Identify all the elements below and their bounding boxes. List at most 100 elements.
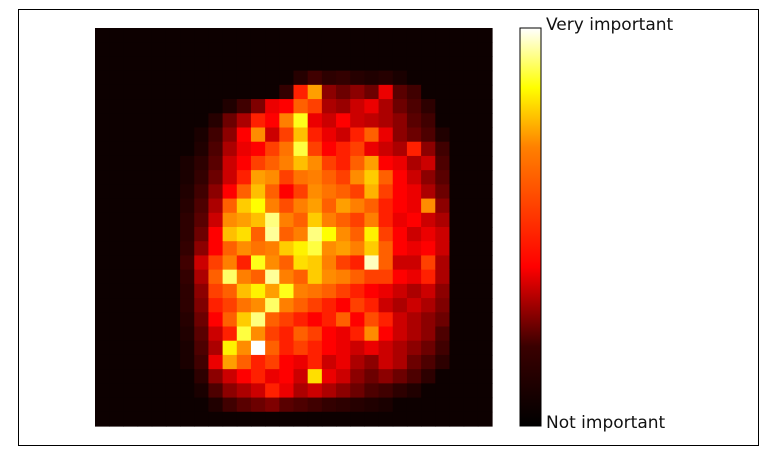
heatmap-cell bbox=[463, 298, 479, 313]
heatmap-cell bbox=[250, 383, 266, 399]
heatmap-cell bbox=[265, 326, 280, 342]
heatmap-cell bbox=[449, 70, 465, 86]
heatmap-cell bbox=[95, 70, 110, 86]
heatmap-cell bbox=[321, 127, 337, 143]
heatmap-cell bbox=[406, 383, 422, 399]
heatmap-cell bbox=[265, 212, 280, 228]
heatmap-cell bbox=[477, 155, 493, 171]
heatmap-cell bbox=[321, 369, 337, 384]
heatmap-cell bbox=[435, 326, 451, 342]
heatmap-cell bbox=[165, 84, 181, 100]
heatmap-cell bbox=[449, 255, 465, 271]
heatmap-cell bbox=[279, 383, 295, 399]
heatmap-cell bbox=[350, 113, 365, 129]
heatmap-cell bbox=[236, 70, 252, 86]
heatmap-cell bbox=[477, 127, 493, 143]
heatmap-cell bbox=[265, 354, 280, 370]
heatmap-cell bbox=[435, 28, 451, 43]
heatmap-cell bbox=[95, 198, 110, 214]
heatmap-cell bbox=[265, 241, 280, 257]
heatmap-cell bbox=[194, 241, 210, 257]
heatmap-cell bbox=[208, 99, 224, 114]
heatmap-cell bbox=[477, 212, 493, 228]
heatmap-cell bbox=[236, 42, 252, 58]
heatmap-cell bbox=[180, 269, 195, 285]
heatmap-cell bbox=[336, 113, 351, 129]
heatmap-cell bbox=[236, 84, 252, 100]
heatmap-cell bbox=[378, 326, 394, 342]
heatmap-cell bbox=[180, 99, 195, 114]
heatmap-cell bbox=[392, 198, 408, 214]
heatmap-cell bbox=[151, 84, 167, 100]
heatmap-cell bbox=[435, 170, 451, 185]
heatmap-cell bbox=[364, 70, 380, 86]
heatmap-cell bbox=[406, 212, 422, 228]
heatmap-cell bbox=[293, 155, 309, 171]
heatmap-cell bbox=[321, 383, 337, 399]
heatmap-cell bbox=[449, 354, 465, 370]
heatmap-cell bbox=[336, 170, 351, 185]
heatmap-cell bbox=[307, 113, 323, 129]
heatmap-cell bbox=[95, 56, 110, 72]
heatmap-cell bbox=[250, 141, 266, 157]
heatmap-cell bbox=[463, 127, 479, 143]
heatmap-cell bbox=[265, 298, 280, 313]
heatmap-cell bbox=[449, 411, 465, 427]
heatmap-cell bbox=[364, 411, 380, 427]
heatmap-cell bbox=[151, 70, 167, 86]
heatmap-cell bbox=[180, 28, 195, 43]
heatmap-cell bbox=[180, 397, 195, 413]
heatmap-cell bbox=[449, 241, 465, 257]
heatmap-cell bbox=[123, 184, 139, 200]
heatmap-cell bbox=[364, 397, 380, 413]
heatmap-cell bbox=[378, 155, 394, 171]
heatmap-cell bbox=[236, 326, 252, 342]
heatmap-cell bbox=[378, 255, 394, 271]
heatmap-cell bbox=[449, 340, 465, 356]
heatmap-cell bbox=[236, 340, 252, 356]
heatmap-cell bbox=[406, 84, 422, 100]
heatmap-cell bbox=[236, 212, 252, 228]
heatmap-cell bbox=[421, 369, 436, 384]
heatmap-cell bbox=[165, 397, 181, 413]
heatmap-cell bbox=[265, 198, 280, 214]
heatmap-cell bbox=[392, 227, 408, 242]
heatmap-cell bbox=[180, 312, 195, 328]
heatmap-cell bbox=[435, 411, 451, 427]
heatmap-cell bbox=[265, 383, 280, 399]
heatmap-cell bbox=[194, 312, 210, 328]
heatmap-cell bbox=[435, 312, 451, 328]
heatmap-cell bbox=[265, 312, 280, 328]
heatmap-cell bbox=[123, 354, 139, 370]
heatmap-cell bbox=[109, 198, 124, 214]
heatmap-cell bbox=[194, 70, 210, 86]
heatmap-cell bbox=[180, 170, 195, 185]
heatmap-cell bbox=[449, 212, 465, 228]
heatmap-cell bbox=[477, 411, 493, 427]
colorbar-bottom-label: Not important bbox=[546, 413, 666, 433]
heatmap-cell bbox=[307, 397, 323, 413]
heatmap-cell bbox=[236, 312, 252, 328]
heatmap-cell bbox=[279, 56, 295, 72]
heatmap-cell bbox=[406, 155, 422, 171]
heatmap-cell bbox=[336, 269, 351, 285]
heatmap-cell bbox=[293, 354, 309, 370]
heatmap-cell bbox=[392, 184, 408, 200]
heatmap-cell bbox=[406, 283, 422, 299]
heatmap-cell bbox=[293, 411, 309, 427]
heatmap-cell bbox=[265, 340, 280, 356]
heatmap-cell bbox=[350, 56, 365, 72]
heatmap-cell bbox=[307, 354, 323, 370]
heatmap-cell bbox=[336, 184, 351, 200]
heatmap-cell bbox=[236, 198, 252, 214]
heatmap-cell bbox=[236, 369, 252, 384]
heatmap-cell bbox=[293, 369, 309, 384]
heatmap-cell bbox=[208, 255, 224, 271]
heatmap-cell bbox=[350, 212, 365, 228]
heatmap-cell bbox=[180, 227, 195, 242]
heatmap-cell bbox=[95, 141, 110, 157]
heatmap-cell bbox=[165, 56, 181, 72]
heatmap-cell bbox=[463, 326, 479, 342]
heatmap-cell bbox=[194, 84, 210, 100]
